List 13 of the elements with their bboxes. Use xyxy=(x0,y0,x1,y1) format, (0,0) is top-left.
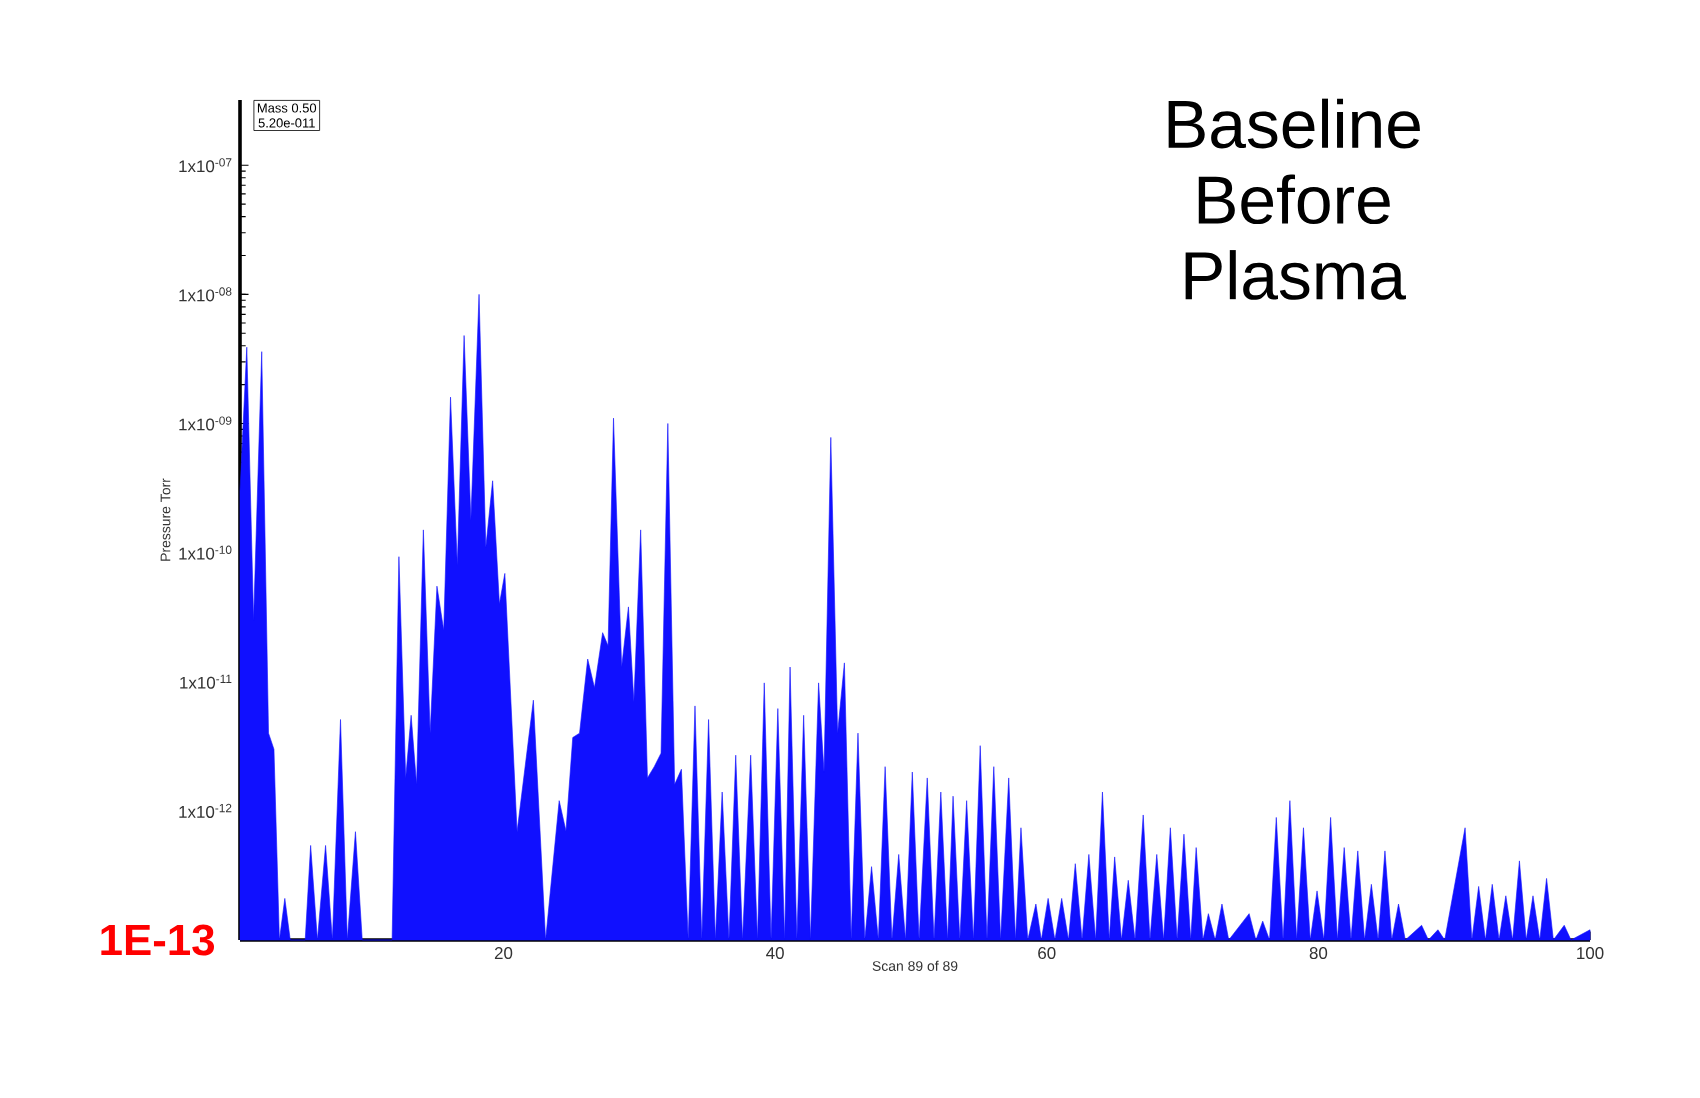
x-tick-label: 20 xyxy=(494,947,513,960)
y-tick-label: 1x10$^{-12}$ xyxy=(179,803,232,818)
y-tick-label: 1x10$^{-11}$ xyxy=(180,674,232,689)
x-tick-label: 60 xyxy=(1038,947,1056,960)
x-tick-label: 100 xyxy=(1577,947,1604,960)
x-tick-label: 40 xyxy=(766,947,784,960)
y-tick-label: 1x10$^{-09}$ xyxy=(179,416,232,431)
y-tick-label: 1x10$^{-10}$ xyxy=(179,545,232,560)
x-tick-label: 80 xyxy=(1309,947,1328,960)
y-tick-label: 1x10$^{-08}$ xyxy=(179,287,232,302)
y-tick-label: 1x10$^{-07}$ xyxy=(179,158,232,173)
text: 1E-13 xyxy=(101,924,215,956)
text: Baseline Before Plasma xyxy=(1168,98,1420,300)
